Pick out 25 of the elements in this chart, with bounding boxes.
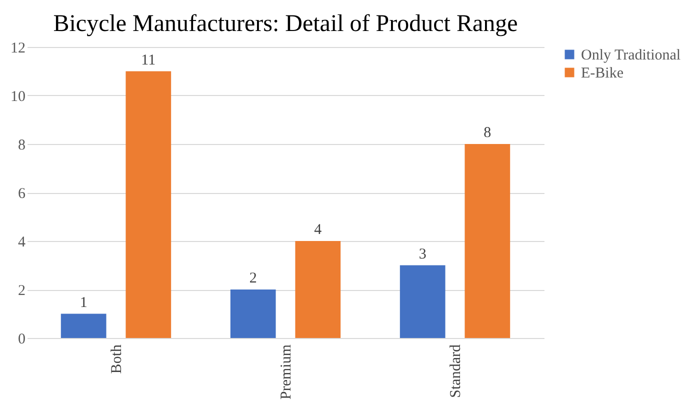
data-label: 1 — [80, 294, 88, 311]
x-tick-label: Premium — [278, 344, 294, 400]
data-label: 8 — [484, 125, 492, 141]
y-tick-label: 6 — [18, 186, 26, 202]
y-tick-label: 12 — [10, 40, 26, 56]
y-tick-label: 10 — [10, 89, 26, 105]
data-label: 2 — [249, 270, 257, 286]
bar — [230, 290, 276, 338]
x-tick-label: Standard — [448, 344, 464, 398]
y-tick-label: 8 — [18, 138, 26, 154]
bar — [60, 314, 106, 338]
data-label: 3 — [418, 246, 426, 262]
y-tick-label: 0 — [18, 332, 26, 348]
y-tick-label: 4 — [18, 234, 26, 250]
legend-label: Only Traditional — [581, 48, 681, 64]
data-label: 4 — [314, 222, 322, 238]
data-label: 11 — [141, 52, 156, 68]
legend-label: E-Bike — [581, 66, 624, 82]
chart-title: Bicycle Manufacturers: Detail of Product Range — [53, 11, 518, 37]
x-tick-label: Both — [108, 344, 125, 374]
bar — [126, 71, 172, 338]
bar — [295, 241, 341, 338]
y-tick-label: 2 — [18, 283, 26, 299]
bar — [400, 265, 446, 338]
bar — [464, 144, 510, 338]
